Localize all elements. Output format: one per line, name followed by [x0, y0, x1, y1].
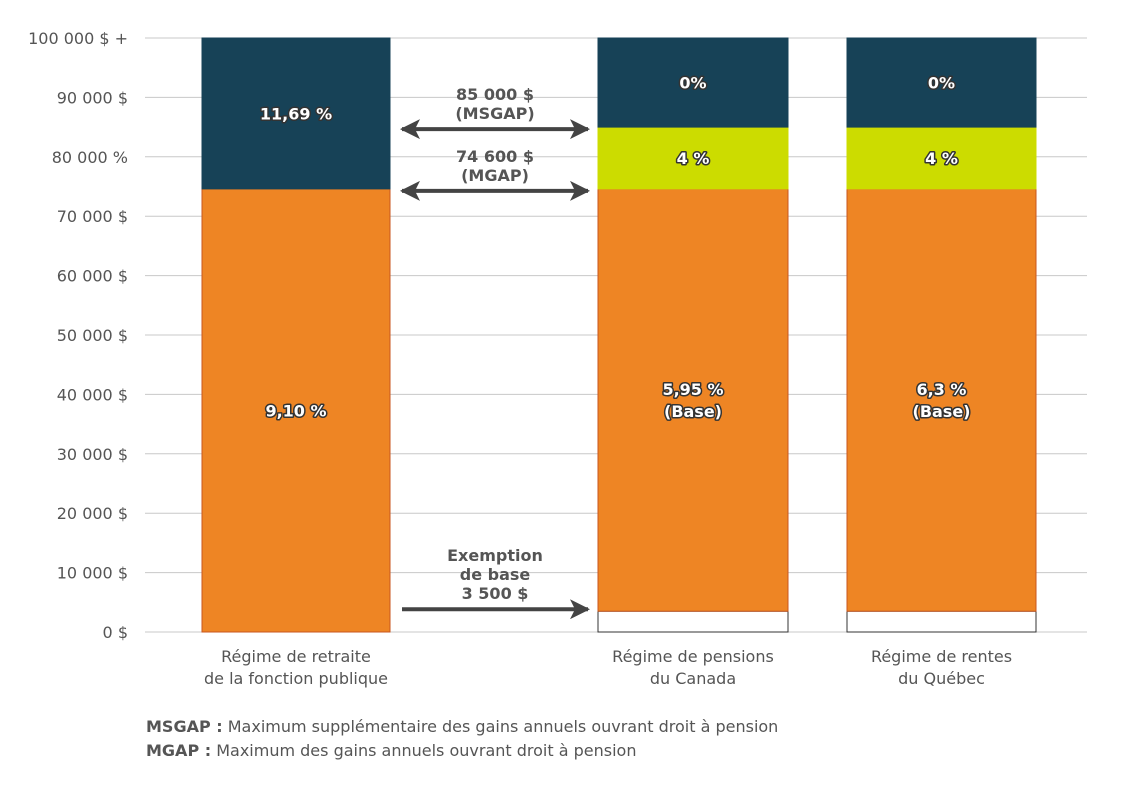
bar-segment-orange	[597, 188, 789, 612]
bar-segment-white	[846, 610, 1037, 633]
category-label: Régime de pensions	[612, 647, 774, 666]
segment-label: 11,69 %	[260, 104, 332, 123]
category-label: de la fonction publique	[204, 669, 388, 688]
note-definition: Maximum des gains annuels ouvrant droit …	[211, 741, 637, 760]
annotation-label: de base	[460, 565, 531, 584]
y-tick-label: 50 000 $	[57, 326, 128, 345]
annotation-label: 85 000 $	[456, 85, 534, 104]
segment-label: (Base)	[913, 402, 971, 421]
category-label: du Québec	[898, 669, 985, 688]
y-tick-label: 20 000 $	[57, 504, 128, 523]
bar-segment-white	[597, 610, 789, 633]
segment-label: 4 %	[677, 149, 710, 168]
y-tick-label: 80 000 %	[52, 148, 128, 167]
segment-label: (Base)	[664, 402, 722, 421]
y-tick-label: 70 000 $	[57, 207, 128, 226]
note-msgap: MSGAP : Maximum supplémentaire des gains…	[146, 717, 778, 736]
y-tick-label: 10 000 $	[57, 564, 128, 583]
segment-label: 4 %	[925, 149, 958, 168]
y-tick-label: 30 000 $	[57, 445, 128, 464]
segment-label: 9,10 %	[265, 401, 326, 420]
category-label: Régime de rentes	[871, 647, 1012, 666]
note-term: MSGAP :	[146, 717, 223, 736]
annotation-label: (MSGAP)	[455, 104, 534, 123]
y-tick-label: 40 000 $	[57, 385, 128, 404]
y-tick-label: 60 000 $	[57, 267, 128, 286]
segment-label: 5,95 %	[662, 380, 723, 399]
category-label: du Canada	[650, 669, 736, 688]
bar-segment-green	[597, 126, 789, 190]
segment-label: 6,3 %	[917, 380, 967, 399]
category-label: Régime de retraite	[221, 647, 371, 666]
bar-segment-green	[846, 126, 1037, 190]
bar-segment-orange	[846, 188, 1037, 612]
bar-segment-orange	[201, 188, 391, 633]
segment-label: 0%	[928, 74, 955, 93]
y-tick-label: 0 $	[103, 623, 128, 642]
annotation-label: Exemption	[447, 546, 543, 565]
bar-segment-navy	[846, 37, 1037, 128]
note-definition: Maximum supplémentaire des gains annuels…	[222, 717, 779, 736]
note-term: MGAP :	[146, 741, 212, 760]
stacked-bar-chart: 0 $ 10 000 $ 20 000 $ 30 000 $ 40 000 $ 50 00…	[28, 29, 1087, 688]
bar-segment-navy	[597, 37, 789, 128]
segment-label: 0%	[679, 74, 706, 93]
note-mgap: MGAP : Maximum des gains annuels ouvrant…	[146, 741, 636, 760]
annotation-label: 74 600 $	[456, 147, 534, 166]
bar-segment-navy	[201, 37, 391, 190]
annotation-label: (MGAP)	[461, 166, 529, 185]
y-tick-label: 100 000 $ +	[28, 29, 128, 48]
y-tick-label: 90 000 $	[57, 88, 128, 107]
annotation-label: 3 500 $	[462, 584, 529, 603]
